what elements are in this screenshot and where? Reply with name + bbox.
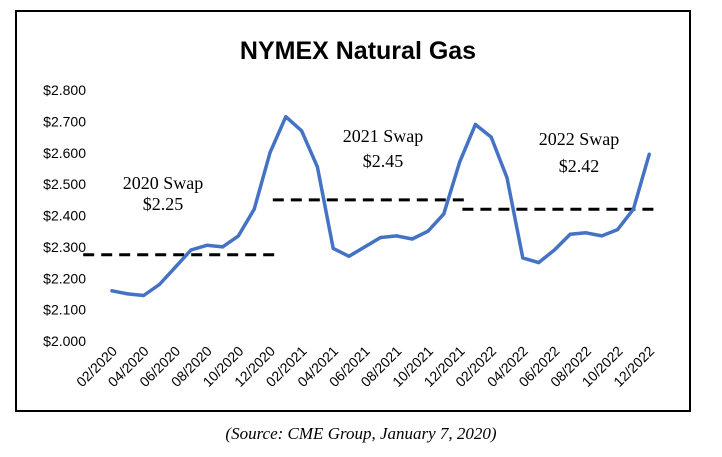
data-point (552, 248, 557, 252)
data-point (616, 228, 620, 232)
y-tick-label: $2.100 (43, 302, 86, 318)
data-point (363, 245, 367, 249)
source-note: (Source: CME Group, January 7, 2020) (225, 424, 497, 443)
chart-title: NYMEX Natural Gas (240, 37, 476, 65)
data-point (236, 234, 240, 238)
data-point (205, 243, 209, 247)
data-point (410, 237, 414, 241)
data-point (189, 248, 193, 252)
data-point (284, 115, 288, 119)
swap-value-label: $2.25 (143, 194, 184, 214)
swap-value-label: $2.42 (559, 156, 600, 176)
data-point (442, 212, 446, 216)
data-point (347, 254, 351, 258)
data-point (315, 165, 319, 169)
y-tick-label: $2.700 (43, 113, 86, 129)
y-tick-label: $2.400 (43, 208, 86, 224)
swap-label: 2020 Swap (123, 173, 204, 193)
swap-label: 2022 Swap (539, 129, 620, 149)
chart-frame (15, 10, 691, 412)
data-point (489, 135, 493, 139)
data-point (647, 152, 651, 156)
data-point (379, 235, 383, 240)
swap-value-label: $2.45 (363, 151, 404, 171)
y-tick-label: $2.300 (43, 239, 86, 255)
data-point (110, 289, 114, 293)
data-point (300, 129, 304, 133)
y-tick-label: $2.500 (43, 176, 86, 192)
series-group (110, 114, 651, 298)
data-point (221, 245, 225, 249)
data-point (126, 292, 130, 296)
data-point (142, 293, 146, 298)
data-point (458, 160, 462, 164)
y-tick-label: $2.600 (43, 145, 86, 161)
y-tick-label: $2.000 (43, 333, 86, 349)
data-point (331, 246, 335, 250)
data-point (157, 282, 161, 287)
data-point (268, 151, 272, 155)
data-point (394, 234, 398, 238)
y-tick-label: $2.200 (43, 270, 86, 286)
data-point (537, 261, 541, 265)
data-point (426, 229, 430, 233)
data-point (521, 256, 525, 260)
data-point (584, 231, 588, 235)
chart: NYMEX Natural Gas $2.800 $2.700 $2.600 $2.5… (43, 37, 660, 390)
data-point (568, 232, 572, 236)
data-point (252, 207, 256, 211)
swap-lines (83, 198, 660, 257)
y-axis: $2.800 $2.700 $2.600 $2.500 $2.400 $2.300 $2.2… (43, 82, 86, 349)
data-point (600, 234, 604, 238)
data-point (631, 207, 636, 211)
data-point (473, 122, 477, 127)
data-point (173, 265, 177, 269)
swap-label: 2021 Swap (343, 126, 424, 146)
x-axis: 02/202004/202006/202008/202010/202012/20… (73, 343, 657, 390)
y-tick-label: $2.800 (43, 82, 86, 98)
annotations: 2020 Swap$2.25 2021 Swap $2.45 2022 Swap $2.… (123, 126, 620, 214)
data-point (505, 176, 509, 180)
